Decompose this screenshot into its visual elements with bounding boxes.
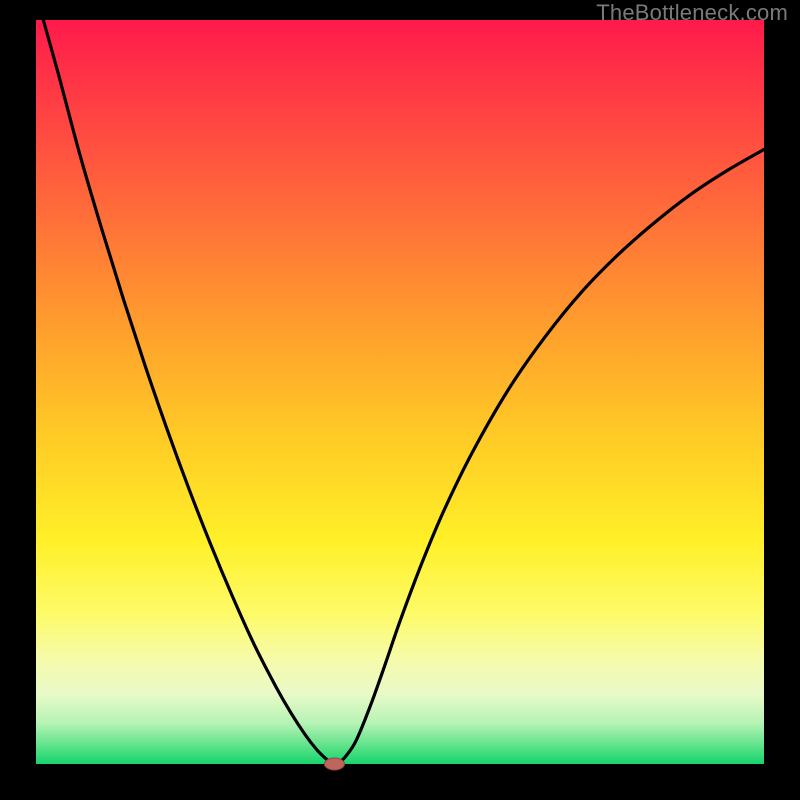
chart-plot-area — [36, 20, 764, 764]
watermark-text: TheBottleneck.com — [596, 0, 788, 26]
optimal-point-marker — [324, 758, 344, 770]
stage: TheBottleneck.com — [0, 0, 800, 800]
bottleneck-chart — [0, 0, 800, 800]
